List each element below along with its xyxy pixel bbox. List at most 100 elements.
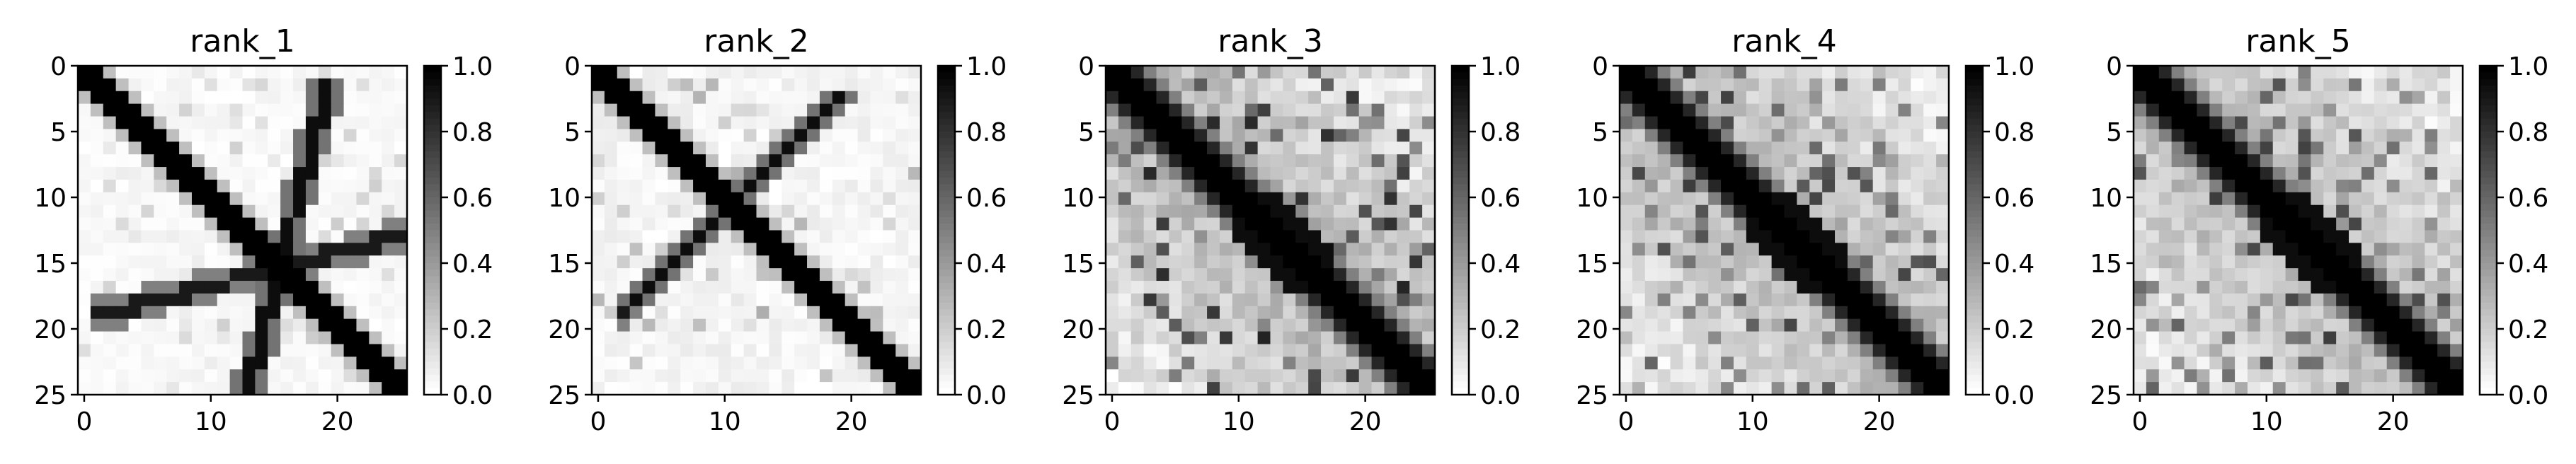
- heatmap-cell: [1898, 129, 1911, 142]
- heatmap-cell: [782, 78, 795, 92]
- heatmap-cell: [2222, 356, 2236, 370]
- heatmap-cell: [668, 255, 681, 269]
- heatmap-cell: [2311, 129, 2324, 142]
- heatmap-cell: [1898, 179, 1911, 193]
- heatmap-cell: [1143, 103, 1157, 117]
- heatmap-cell: [819, 78, 833, 92]
- heatmap-cell: [743, 179, 757, 193]
- y-tick-label: 5: [564, 118, 580, 147]
- heatmap-cell: [382, 66, 395, 79]
- heatmap-cell: [1847, 255, 1861, 269]
- heatmap-cell: [1194, 369, 1208, 383]
- heatmap-cell: [1283, 167, 1296, 180]
- colorbar-segment: [2480, 92, 2497, 100]
- colorbar-segment: [2480, 79, 2497, 86]
- heatmap-cell: [2374, 116, 2388, 130]
- heatmap-cell: [2450, 318, 2463, 332]
- heatmap-cell: [2134, 230, 2147, 243]
- colorbar-segment: [938, 197, 955, 204]
- heatmap-cell: [1847, 230, 1861, 243]
- heatmap-cell: [1758, 129, 1773, 142]
- heatmap-cell: [2412, 192, 2425, 206]
- heatmap-cell: [2361, 129, 2375, 142]
- heatmap-cell: [2298, 91, 2311, 105]
- heatmap-cell: [2349, 66, 2362, 79]
- heatmap-cell: [731, 331, 745, 345]
- heatmap-cell: [1346, 230, 1360, 243]
- heatmap-cell: [2399, 382, 2413, 395]
- heatmap-cell: [1130, 154, 1145, 168]
- heatmap-cell: [1321, 318, 1334, 332]
- colorbar-frame: [423, 64, 442, 396]
- heatmap-cell: [819, 230, 833, 243]
- heatmap-cell: [229, 243, 244, 256]
- heatmap-cell: [794, 344, 808, 357]
- heatmap-cell: [1708, 78, 1722, 92]
- heatmap-cell: [1346, 306, 1360, 320]
- heatmap-cell: [1797, 217, 1810, 231]
- heatmap-cell: [1620, 103, 1633, 117]
- heatmap-cell: [819, 179, 833, 193]
- heatmap-cell: [1346, 382, 1360, 395]
- heatmap-cell: [2222, 344, 2236, 357]
- heatmap-cell: [845, 129, 859, 142]
- heatmap-cell: [1683, 281, 1696, 294]
- heatmap-cell: [2450, 179, 2463, 193]
- colorbar-segment: [1966, 315, 1983, 323]
- y-tick-label: 15: [1062, 250, 1094, 279]
- heatmap-cell: [1936, 331, 1950, 345]
- colorbar-segment: [424, 105, 441, 112]
- heatmap-cell: [2272, 192, 2286, 206]
- heatmap-cell: [1835, 281, 1848, 294]
- heatmap-cell: [1244, 116, 1259, 130]
- heatmap-cell: [2425, 306, 2438, 320]
- heatmap-cell: [2247, 66, 2261, 79]
- heatmap-cell: [1333, 167, 1347, 180]
- heatmap-cell: [1822, 331, 1836, 345]
- heatmap-cell: [1384, 382, 1397, 395]
- colorbar-segment: [1966, 98, 1983, 106]
- heatmap-cell: [1257, 369, 1271, 383]
- heatmap-cell: [268, 382, 281, 395]
- heatmap-cell: [217, 154, 231, 168]
- heatmap-cell: [1911, 281, 1924, 294]
- heatmap-cell: [1333, 268, 1347, 282]
- heatmap-cell: [1632, 167, 1646, 180]
- colorbar-tick-label: 0.8: [452, 118, 493, 147]
- heatmap-cell: [242, 306, 256, 320]
- heatmap-cell: [1232, 116, 1246, 130]
- heatmap-cell: [128, 230, 142, 243]
- heatmap-cell: [617, 217, 631, 231]
- heatmap-cell: [1333, 281, 1347, 294]
- colorbar-segment: [938, 335, 955, 343]
- heatmap-cell: [1156, 268, 1170, 282]
- heatmap-cell: [883, 204, 896, 219]
- heatmap-cell: [2349, 356, 2362, 370]
- heatmap-cell: [807, 281, 820, 294]
- heatmap-cell: [242, 243, 256, 256]
- heatmap-cell: [883, 243, 896, 256]
- heatmap-cell: [2146, 154, 2160, 168]
- heatmap-cell: [1257, 167, 1271, 180]
- heatmap-cell: [1721, 356, 1734, 370]
- heatmap-cell: [1746, 268, 1760, 282]
- heatmap-cell: [331, 179, 345, 193]
- heatmap-cell: [1632, 116, 1646, 130]
- heatmap-cell: [1721, 331, 1734, 345]
- heatmap-cell: [1733, 255, 1747, 269]
- heatmap-cell: [592, 331, 605, 345]
- heatmap-cell: [1257, 356, 1271, 370]
- x-tick-label: 0: [2131, 407, 2148, 436]
- heatmap-cell: [1283, 66, 1296, 79]
- heatmap-cell: [1371, 217, 1385, 231]
- colorbar-tick-label: 0.4: [452, 250, 493, 279]
- heatmap-cell: [1143, 382, 1157, 395]
- heatmap-cell: [731, 318, 745, 332]
- heatmap-cell: [629, 331, 643, 345]
- heatmap-cell: [1708, 103, 1722, 117]
- colorbar-segment: [1452, 85, 1469, 93]
- heatmap-cell: [680, 78, 694, 92]
- heatmap-cell: [1308, 103, 1322, 117]
- heatmap-cell: [845, 179, 859, 193]
- heatmap-cell: [1758, 344, 1773, 357]
